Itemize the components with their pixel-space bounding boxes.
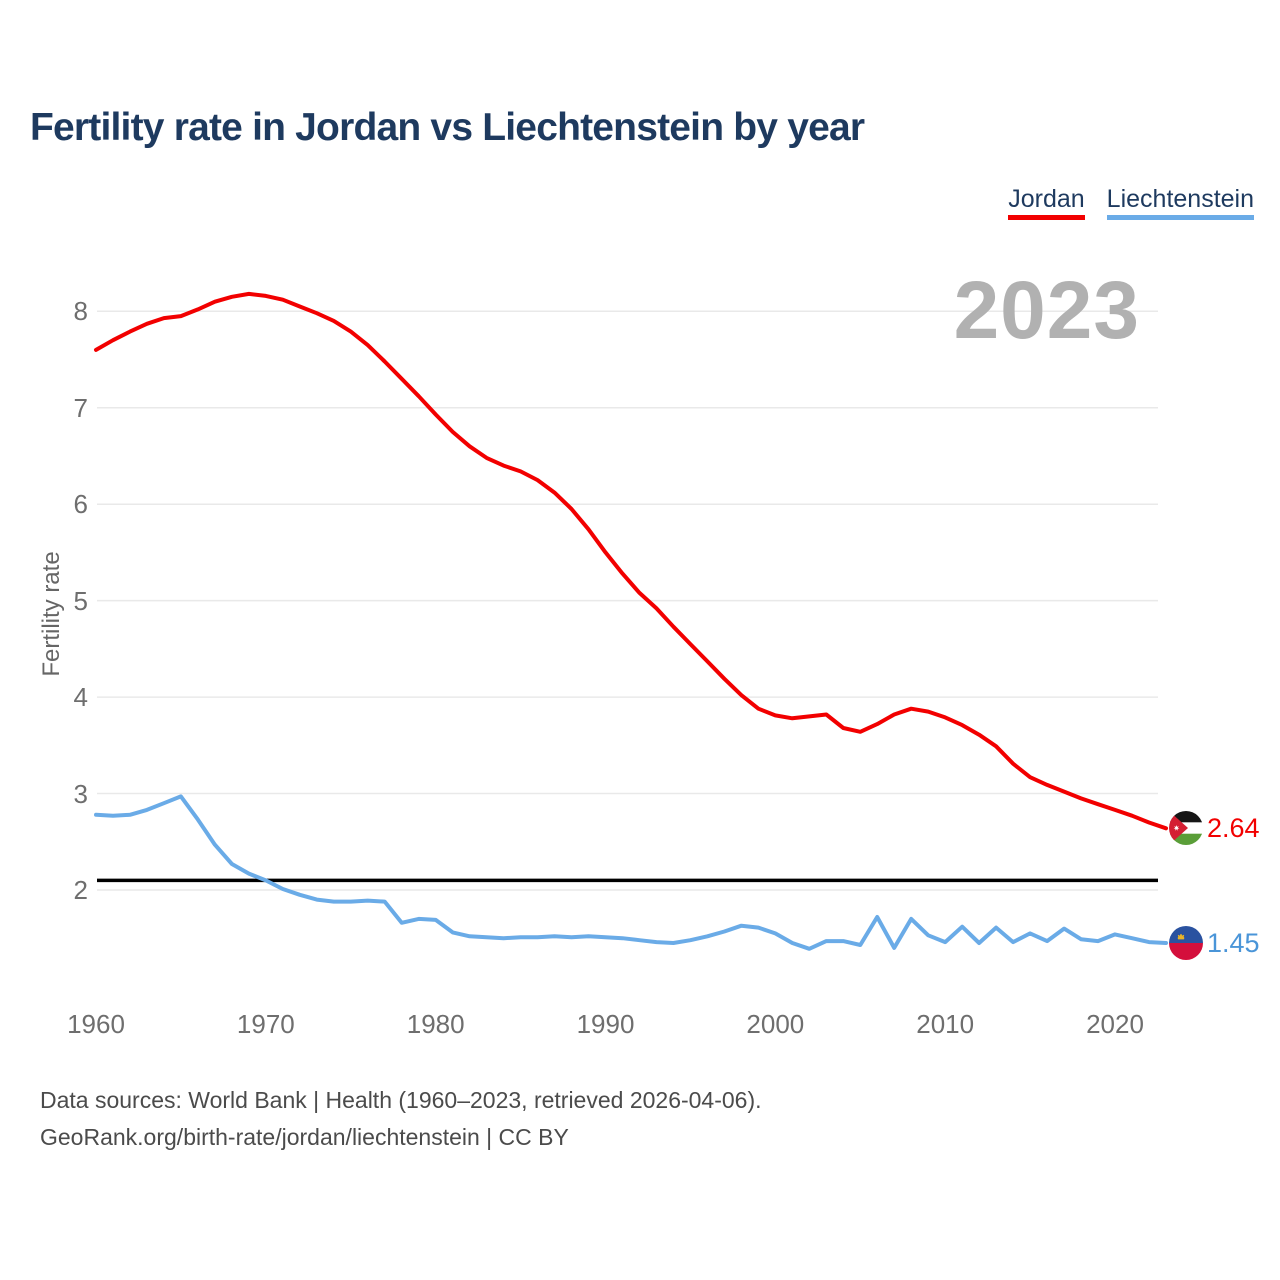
page-title: Fertility rate in Jordan vs Liechtenstei… [30,106,865,149]
series-line-jordan[interactable] [94,291,1168,831]
footer-source-line: Data sources: World Bank | Health (1960–… [40,1087,762,1113]
y-tick-label: 4 [73,682,88,713]
jordan-end-value: 2.64 [1207,813,1260,844]
x-tick-label: 2020 [1086,1009,1144,1039]
legend-color-bar-liechtenstein [1106,215,1254,220]
legend-color-bar-jordan [1008,215,1085,220]
y-tick-label: 5 [73,585,88,616]
legend-label-jordan: Jordan [1008,185,1085,213]
x-tick-label: 2010 [916,1009,975,1039]
x-tick-label: 2000 [746,1009,805,1039]
jordan-flag-icon [1169,811,1203,846]
footer: Data sources: World Bank | Health (1960–… [40,1082,762,1156]
legend: Jordan Liechtenstein [1008,186,1254,220]
legend-label-liechtenstein: Liechtenstein [1106,185,1254,213]
y-axis-title: Fertility rate [38,551,65,677]
y-tick-label: 6 [73,489,88,520]
legend-item-jordan[interactable]: Jordan [1008,185,1085,220]
liechtenstein-flag-icon [1169,926,1203,961]
x-tick-label: 1960 [67,1009,125,1039]
y-tick-label: 8 [73,296,88,327]
x-tick-label: 1970 [236,1009,295,1039]
y-tick-label: 3 [73,778,88,809]
legend-item-liechtenstein[interactable]: Liechtenstein [1106,185,1254,220]
liechtenstein-end-value: 1.45 [1207,928,1260,959]
y-tick-label: 7 [73,392,88,423]
x-tick-label: 1980 [406,1009,465,1039]
series-line-liechtenstein[interactable] [94,794,1168,951]
footer-attribution-line: GeoRank.org/birth-rate/jordan/liechtenst… [40,1124,569,1150]
y-tick-label: 2 [73,875,88,905]
x-tick-label: 1990 [576,1009,635,1039]
watermark-year: 2023 [953,265,1140,356]
